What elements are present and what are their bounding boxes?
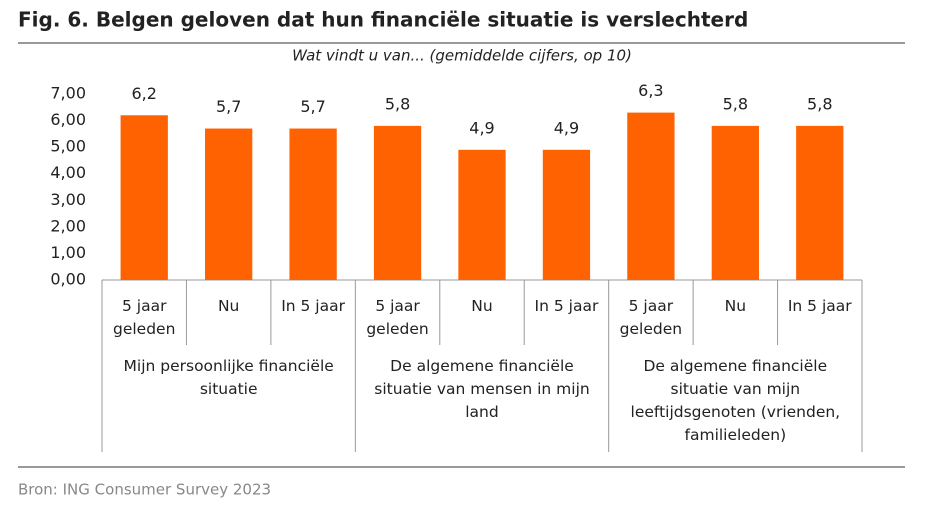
x-tick-label: In 5 jaar (281, 297, 345, 315)
y-tick-label: 5,00 (50, 137, 86, 156)
bar (373, 125, 422, 280)
bar (458, 149, 506, 280)
data-label: 4,9 (554, 118, 579, 137)
group-label: Mijn persoonlijke financiële situatie (123, 357, 334, 398)
y-tick-label: 3,00 (50, 190, 86, 209)
bar (711, 125, 759, 280)
chart-title: Fig. 6. Belgen geloven dat hun financiël… (18, 8, 748, 32)
x-tick-label: In 5 jaar (534, 297, 599, 315)
x-tick-label: 5 jaar geleden (113, 297, 176, 338)
bar (542, 149, 591, 280)
bar (796, 125, 844, 280)
data-label: 6,3 (638, 81, 663, 100)
bar (205, 128, 253, 280)
x-tick-label: 5 jaar geleden (366, 297, 429, 338)
bar (120, 115, 168, 280)
y-tick-label: 1,00 (50, 243, 86, 262)
group-label: De algemene financiële situatie van mijn… (630, 357, 841, 444)
data-label: 5,8 (385, 94, 410, 113)
bar (627, 112, 675, 280)
y-tick-label: 2,00 (50, 216, 86, 235)
x-tick-label: In 5 jaar (787, 297, 852, 315)
group-label: De algemene financiële situatie van mens… (374, 357, 590, 421)
x-tick-label: Nu (217, 297, 240, 315)
data-label: 5,8 (807, 94, 832, 113)
x-tick-label: Nu (724, 297, 747, 315)
y-tick-label: 7,00 (50, 84, 86, 103)
source: Bron: ING Consumer Survey 2023 (18, 481, 271, 499)
data-label: 4,9 (469, 118, 494, 137)
chart-subtitle: Wat vindt u van... (gemiddelde cijfers, … (292, 47, 632, 65)
x-tick-label: 5 jaar geleden (619, 297, 683, 338)
bar (289, 128, 337, 280)
y-tick-label: 6,00 (50, 110, 86, 129)
data-label: 5,7 (300, 97, 325, 116)
x-tick-label: Nu (471, 297, 493, 315)
data-label: 6,2 (131, 84, 156, 103)
y-tick-label: 4,00 (50, 163, 86, 182)
y-tick-label: 0,00 (50, 270, 86, 289)
data-label: 5,8 (723, 94, 748, 113)
data-label: 5,7 (216, 97, 241, 116)
